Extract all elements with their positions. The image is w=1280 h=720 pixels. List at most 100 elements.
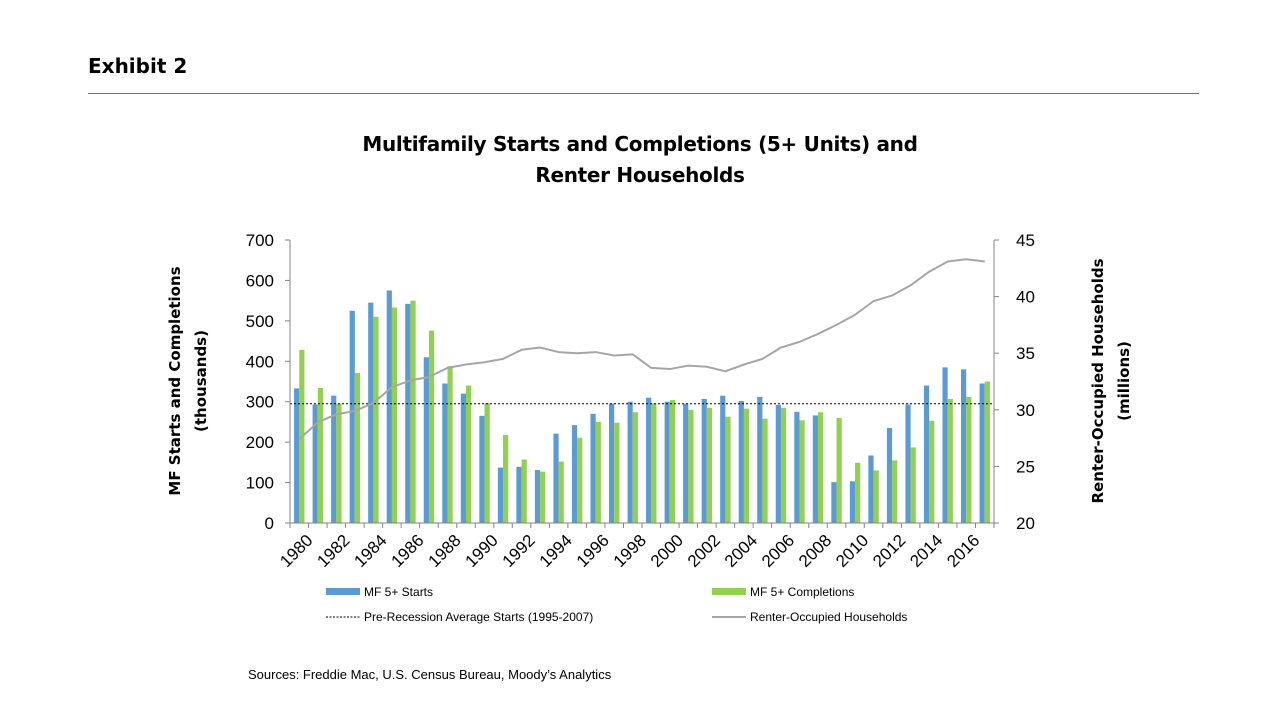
starts-bar-2009 [831, 482, 837, 523]
starts-bar-1981 [312, 404, 318, 523]
completions-bar-2009 [836, 417, 842, 523]
completions-bar-1995 [577, 437, 583, 523]
left-tick-label-600: 600 [246, 271, 274, 290]
starts-bar-2008 [812, 415, 818, 523]
starts-bar-1995 [571, 425, 578, 523]
x-tick-label-1984: 1984 [350, 531, 390, 571]
completions-bar-1989 [466, 385, 472, 523]
left-tick-label-400: 400 [246, 352, 274, 371]
x-tick-label-1998: 1998 [610, 531, 650, 571]
starts-bar-2002 [701, 398, 707, 523]
completions-bar-1990 [484, 402, 490, 523]
left-tick-label-300: 300 [246, 393, 274, 412]
completions-bar-1994 [558, 461, 564, 523]
completions-bar-1984 [373, 316, 379, 523]
x-tick-label-2012: 2012 [869, 531, 909, 571]
starts-bar-1993 [534, 470, 541, 523]
starts-bar-2017 [979, 383, 985, 523]
starts-bar-1980 [294, 388, 300, 523]
starts-bar-2001 [683, 403, 689, 523]
x-tick-label-2002: 2002 [684, 531, 724, 571]
starts-bar-1990 [479, 415, 485, 523]
starts-bar-1988 [442, 383, 448, 523]
completions-bar-2016 [966, 396, 972, 523]
completions-bar-2003 [725, 416, 731, 523]
starts-bar-2015 [942, 367, 948, 523]
starts-bar-2010 [849, 481, 856, 523]
chart-title: Multifamily Starts and Completions (5+ U… [340, 129, 940, 191]
completions-bar-2010 [855, 462, 861, 523]
starts-bar-2003 [720, 395, 726, 523]
left-axis-title-line-1: MF Starts and Completions [166, 266, 184, 495]
starts-bar-1987 [423, 357, 429, 523]
chart-title-line-1: Multifamily Starts and Completions (5+ U… [362, 132, 918, 156]
starts-bar-1985 [386, 290, 392, 523]
starts-bar-1984 [368, 302, 374, 523]
completions-bar-1983 [354, 373, 361, 523]
completions-bar-2002 [706, 407, 713, 523]
x-tick-label-1986: 1986 [387, 531, 427, 571]
completions-bar-2015 [947, 398, 953, 523]
x-tick-label-2010: 2010 [832, 531, 872, 571]
x-tick-label-2000: 2000 [647, 531, 687, 571]
completions-bar-2014 [929, 420, 935, 523]
starts-bar-2004 [738, 400, 744, 523]
starts-bar-1999 [646, 397, 652, 523]
starts-bar-1994 [553, 433, 559, 523]
completions-bar-1981 [317, 387, 323, 523]
completions-bar-1985 [391, 307, 398, 523]
completions-bar-2000 [669, 400, 675, 523]
starts-bar-2007 [794, 411, 800, 523]
starts-bar-2016 [961, 369, 967, 523]
completions-bar-1991 [503, 434, 509, 523]
right-axis-title: Renter-Occupied Households (millions) [1089, 258, 1133, 503]
completions-bar-1993 [540, 471, 546, 523]
starts-bar-2005 [757, 396, 763, 523]
completions-bar-2001 [688, 409, 694, 523]
x-tick-label-1990: 1990 [462, 531, 502, 571]
x-tick-label-1994: 1994 [536, 531, 576, 571]
completions-bar-2013 [910, 447, 916, 523]
exhibit-label: Exhibit 2 [88, 54, 188, 78]
completions-bar-1992 [521, 459, 527, 523]
completions-bar-1998 [632, 412, 638, 523]
right-tick-label-45: 45 [1016, 231, 1035, 250]
starts-bar-2000 [664, 401, 670, 523]
left-axis-title-line-2: (thousands) [192, 330, 210, 432]
starts-bar-1998 [627, 401, 633, 523]
x-tick-label-1982: 1982 [313, 531, 353, 571]
x-tick-label-2006: 2006 [758, 531, 798, 571]
x-tick-label-1996: 1996 [573, 531, 613, 571]
left-tick-label-100: 100 [246, 474, 274, 493]
left-tick-label-0: 0 [265, 514, 274, 533]
completions-bar-1982 [336, 403, 342, 523]
right-tick-label-40: 40 [1016, 288, 1035, 307]
completions-bar-1986 [410, 300, 416, 523]
legend-label-4: Renter-Occupied Households [750, 610, 907, 624]
x-tick-label-2016: 2016 [943, 531, 983, 571]
starts-bar-1982 [331, 395, 337, 523]
completions-bar-2011 [873, 470, 879, 523]
x-tick-label-2014: 2014 [906, 531, 946, 571]
completions-bar-2012 [892, 460, 898, 523]
right-axis-title-line-1: Renter-Occupied Households [1089, 258, 1107, 503]
completions-bar-1997 [614, 422, 620, 523]
x-tick-label-2004: 2004 [721, 531, 761, 571]
x-tick-label-1988: 1988 [425, 531, 465, 571]
left-tick-label-200: 200 [246, 433, 274, 452]
starts-bar-1983 [349, 310, 355, 523]
starts-bar-1986 [405, 303, 411, 523]
legend-swatch-1 [326, 588, 360, 595]
starts-bar-2014 [923, 385, 930, 523]
legend-label-2: MF 5+ Completions [750, 585, 854, 599]
completions-bar-2007 [799, 420, 805, 523]
completions-bar-1996 [595, 421, 601, 523]
starts-bar-1989 [460, 393, 466, 523]
left-axis-title: MF Starts and Completions (thousands) [166, 266, 210, 495]
starts-bar-1992 [516, 466, 522, 523]
starts-bar-2011 [868, 455, 874, 523]
starts-bar-1996 [590, 413, 596, 523]
completions-bar-1987 [428, 330, 435, 523]
renter-households-line [298, 258, 985, 440]
